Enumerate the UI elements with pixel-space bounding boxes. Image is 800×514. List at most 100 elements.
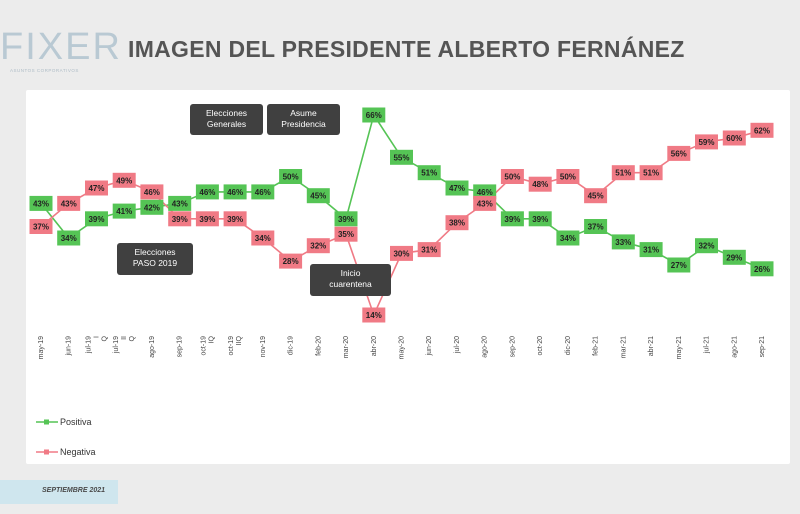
- x-tick-text: jun-19: [66, 336, 73, 357]
- data-label: 34%: [560, 234, 576, 243]
- x-tick-label: sep-19: [177, 336, 184, 358]
- data-label: 39%: [227, 215, 243, 224]
- x-tick-text: Q: [102, 335, 109, 341]
- x-tick-text: sep-20: [509, 336, 516, 358]
- x-tick-label: feb-21: [593, 336, 600, 356]
- x-tick-text: jul-20: [454, 336, 461, 354]
- data-label: 49%: [116, 176, 132, 185]
- data-label: 55%: [393, 153, 409, 162]
- data-point-box: [500, 169, 524, 184]
- annotation-text: cuarentena: [329, 279, 372, 289]
- data-point-positiva: 34%: [57, 230, 81, 246]
- data-point-box: [112, 203, 136, 219]
- data-point-box: [473, 195, 497, 211]
- x-tick-text: feb-20: [315, 336, 322, 356]
- data-point-box: [195, 211, 219, 227]
- x-tick-text: nov-19: [260, 336, 267, 358]
- data-point-positiva: 32%: [695, 238, 718, 254]
- x-tick-text: dic-20: [565, 336, 572, 355]
- x-tick-label: jul-20: [454, 336, 461, 354]
- data-point-negativa: 56%: [667, 145, 691, 161]
- x-tick-label: dic-19: [288, 336, 295, 355]
- annotation-bg: [267, 104, 340, 135]
- x-tick-label: feb-20: [315, 336, 322, 356]
- legend-marker: [44, 419, 49, 425]
- logo-subtitle: ASUNTOS CORPORATIVOS: [10, 68, 79, 73]
- data-point-box: [279, 169, 303, 184]
- data-point-box: [140, 199, 164, 215]
- data-point-positiva: 27%: [667, 257, 691, 273]
- x-tick-label: ago-21: [731, 336, 738, 358]
- x-tick-label: jun-20: [426, 336, 433, 357]
- data-point-negativa: 28%: [279, 253, 303, 269]
- x-tick-text: abr-20: [371, 336, 378, 356]
- x-tick-text: Q: [129, 335, 136, 341]
- data-point-box: [445, 180, 469, 196]
- data-point-box: [528, 176, 552, 192]
- data-point-negativa: 30%: [390, 245, 413, 261]
- x-tick-text: IIQ: [236, 335, 243, 345]
- data-point-box: [29, 195, 53, 211]
- annotation-text: Generales: [207, 119, 246, 129]
- data-point-positiva: 47%: [445, 180, 469, 196]
- x-tick-text: may-21: [676, 336, 683, 359]
- data-label: 43%: [172, 199, 188, 208]
- data-point-box: [168, 195, 192, 211]
- data-point-positiva: 39%: [85, 211, 108, 227]
- data-point-positiva: 33%: [611, 234, 635, 250]
- data-point-positiva: 55%: [390, 149, 413, 165]
- fixer-logo: FIXER ASUNTOS CORPORATIVOS: [0, 26, 120, 76]
- data-point-negativa: 43%: [57, 195, 81, 211]
- data-label: 34%: [61, 234, 77, 243]
- x-tick-text: II: [121, 336, 128, 340]
- data-point-box: [334, 226, 358, 242]
- x-tick-text: may-19: [38, 336, 45, 359]
- x-tick-text: feb-21: [593, 336, 600, 356]
- data-point-negativa: 39%: [168, 211, 192, 227]
- data-point-positiva: 26%: [750, 261, 774, 277]
- x-tick-text: ago-21: [731, 336, 738, 358]
- data-point-negativa: 50%: [500, 169, 524, 184]
- legend-label: Positiva: [60, 417, 92, 427]
- data-label: 33%: [615, 238, 631, 247]
- data-point-negativa: 59%: [695, 134, 718, 150]
- data-point-box: [445, 215, 469, 231]
- data-point-negativa: 35%: [334, 226, 358, 242]
- data-label: 50%: [504, 173, 520, 182]
- data-point-negativa: 60%: [722, 130, 746, 146]
- data-point-box: [362, 107, 386, 123]
- data-point-box: [29, 219, 53, 234]
- x-tick-text: sep-19: [177, 336, 184, 358]
- data-point-box: [500, 211, 524, 227]
- data-point-positiva: 31%: [639, 242, 663, 258]
- data-point-positiva: 45%: [306, 188, 330, 204]
- data-point-negativa: 51%: [639, 165, 663, 181]
- annotation-text: Inicio: [341, 268, 361, 278]
- data-label: 45%: [588, 192, 604, 201]
- data-point-positiva: 41%: [112, 203, 136, 219]
- data-point-negativa: 50%: [556, 169, 580, 184]
- data-point-positiva: 46%: [251, 184, 275, 200]
- x-tick-label: abr-20: [371, 336, 378, 356]
- data-point-box: [57, 195, 81, 211]
- data-label: 35%: [338, 230, 354, 239]
- data-point-box: [584, 219, 608, 234]
- data-label: 32%: [698, 242, 714, 251]
- annotation-text: Elecciones: [134, 247, 175, 257]
- data-point-box: [140, 184, 164, 200]
- x-tick-label: may-19: [38, 336, 45, 359]
- x-tick-label: ago-19: [149, 336, 156, 358]
- x-tick-text: sep-21: [759, 336, 766, 358]
- data-point-box: [251, 184, 275, 200]
- data-label: 26%: [754, 265, 770, 274]
- data-point-negativa: 32%: [306, 238, 330, 254]
- data-label: 14%: [366, 311, 382, 320]
- x-tick-text: I: [94, 336, 101, 338]
- logo-wordmark: FIXER: [0, 26, 122, 68]
- footer-bar: [0, 480, 118, 504]
- annotation-bg: [190, 104, 263, 135]
- data-point-positiva: 39%: [334, 211, 358, 227]
- page-title: IMAGEN DEL PRESIDENTE ALBERTO FERNÁNEZ: [128, 36, 685, 62]
- x-tick-text: jul-21: [704, 336, 711, 354]
- data-label: 46%: [477, 188, 493, 197]
